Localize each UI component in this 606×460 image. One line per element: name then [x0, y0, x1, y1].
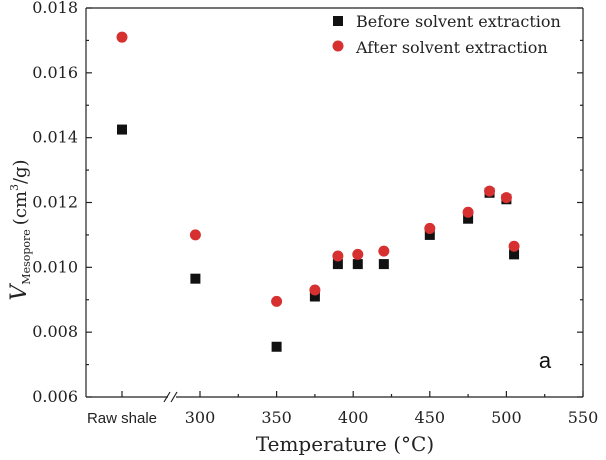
y-tick-label: 0.010 — [32, 257, 78, 276]
y-axis-unit-suffix: /g) — [10, 159, 31, 184]
after-data-point — [484, 185, 496, 197]
after-data-point — [189, 229, 201, 241]
y-tick-label: 0.018 — [32, 0, 78, 17]
legend-label-before: Before solvent extraction — [356, 12, 561, 31]
axis-break-mark — [170, 391, 178, 403]
after-data-point — [462, 206, 474, 218]
y-tick-label: 0.006 — [32, 387, 78, 406]
panel-label: a — [539, 348, 552, 373]
tick-marks — [86, 7, 584, 398]
before-data-point — [509, 249, 520, 260]
y-axis-symbol: V — [7, 283, 32, 301]
x-tick-label: 400 — [338, 408, 369, 427]
after-data-point — [378, 245, 390, 257]
x-tick-label: 450 — [415, 408, 446, 427]
legend-marker-before — [333, 16, 343, 26]
before-data-point — [424, 229, 435, 240]
before-data-point — [352, 259, 363, 270]
after-raw-shale-point — [116, 31, 128, 43]
after-data-point — [424, 222, 436, 234]
y-tick-label: 0.012 — [32, 193, 78, 212]
y-axis-unit-prefix: (cm — [10, 191, 31, 225]
data-points — [116, 31, 520, 352]
after-data-point — [309, 284, 321, 296]
y-tick-label: 0.016 — [32, 63, 78, 82]
x-tick-label: 500 — [491, 408, 522, 427]
x-tick-label: 550 — [568, 408, 599, 427]
legend-marker-after — [332, 40, 344, 52]
after-data-point — [500, 192, 512, 204]
y-tick-label: 0.014 — [32, 128, 78, 147]
after-data-point — [352, 248, 364, 260]
before-data-point — [271, 341, 282, 352]
axes — [85, 7, 584, 403]
y-axis-title: VMesopore (cm3/g) — [7, 159, 33, 300]
y-axis-subscript: Mesopore — [20, 229, 33, 284]
before-data-point — [309, 291, 320, 302]
before-raw-shale-point — [117, 124, 127, 135]
before-data-point — [332, 259, 343, 270]
after-data-point — [271, 295, 283, 307]
after-data-point — [508, 240, 520, 252]
before-data-point — [463, 213, 474, 224]
before-data-point — [378, 259, 389, 270]
x-axis-title: Temperature (°C) — [256, 432, 434, 456]
y-axis-unit-sup: 3 — [8, 184, 21, 191]
x-tick-label: 300 — [185, 408, 216, 427]
raw-shale-label: Raw shale — [87, 410, 157, 427]
legend: Before solvent extraction After solvent … — [332, 12, 561, 57]
x-tick-label: 350 — [261, 408, 292, 427]
before-data-point — [190, 273, 201, 284]
tick-labels: 0.006 0.008 0.010 0.012 0.014 0.016 0.018 300 35… — [32, 0, 598, 427]
axis-break-mark — [163, 391, 171, 403]
y-tick-label: 0.008 — [32, 322, 78, 341]
legend-label-after: After solvent extraction — [355, 38, 548, 57]
after-data-point — [332, 250, 344, 262]
svg-text:VMesopore(cm3/g): VMesopore (cm3/g) — [7, 159, 33, 300]
